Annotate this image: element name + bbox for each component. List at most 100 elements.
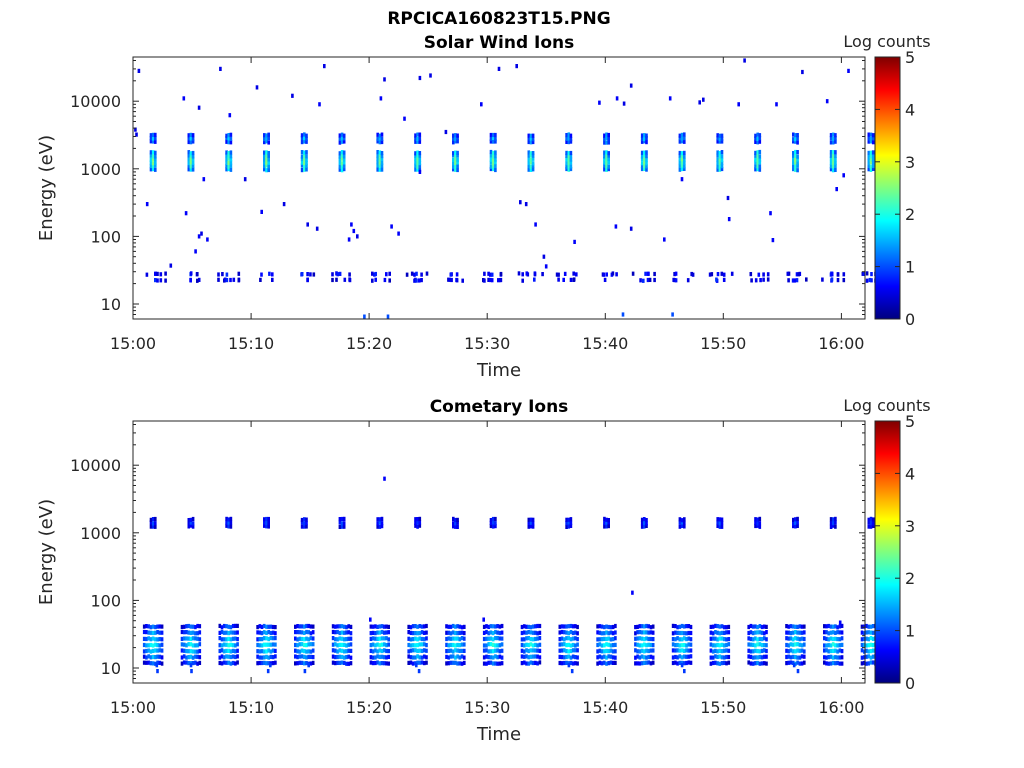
spectrogram-cell bbox=[634, 636, 637, 641]
spectrogram-cell bbox=[294, 654, 297, 659]
spectrogram-cell bbox=[860, 655, 864, 660]
spectrogram-cell bbox=[723, 660, 726, 665]
spectrogram-cell bbox=[156, 624, 159, 629]
spectrogram-cell bbox=[416, 643, 419, 648]
spectrogram-cell bbox=[720, 271, 724, 276]
spectrogram-cell bbox=[831, 655, 835, 660]
spectrogram-cell bbox=[378, 133, 382, 138]
spectrogram-cell bbox=[520, 630, 524, 636]
spectrogram-cell bbox=[456, 624, 459, 629]
spectrogram-cell bbox=[836, 660, 839, 666]
spectrogram-cell bbox=[645, 157, 648, 162]
spectrogram-cell bbox=[229, 520, 233, 525]
spectrogram-cell bbox=[683, 150, 686, 155]
spectrogram-cell bbox=[827, 649, 830, 654]
spectrogram-cell bbox=[380, 154, 384, 159]
spectrogram-cell bbox=[234, 643, 237, 648]
spectrogram-cell bbox=[407, 630, 410, 635]
spectrogram-cell bbox=[306, 278, 309, 283]
spectrogram-cell bbox=[867, 150, 871, 155]
spectrogram-cell bbox=[336, 649, 339, 654]
spectrogram-cell bbox=[756, 517, 759, 522]
spectrogram-cell bbox=[380, 139, 384, 145]
spectrogram-cell bbox=[229, 277, 232, 283]
spectrogram-cell bbox=[142, 654, 146, 659]
spectrogram-cell bbox=[827, 643, 830, 648]
spectrogram-cell bbox=[187, 161, 191, 166]
spectrogram-cell bbox=[386, 314, 390, 319]
spectrogram-cell bbox=[730, 271, 734, 276]
spectrogram-cell bbox=[638, 649, 642, 654]
spectrogram-cell bbox=[305, 655, 308, 660]
spectrogram-cell bbox=[331, 277, 334, 283]
spectrogram-cell bbox=[269, 636, 273, 641]
spectrogram-cell bbox=[643, 163, 646, 168]
spectrogram-cell bbox=[265, 661, 268, 666]
spectrogram-cell bbox=[793, 278, 796, 283]
spectrogram-cell bbox=[491, 516, 495, 522]
spectrogram-cell bbox=[567, 157, 571, 162]
spectrogram-cell bbox=[825, 624, 828, 629]
spectrogram-cell bbox=[680, 648, 684, 653]
spectrogram-cell bbox=[536, 631, 539, 636]
spectrogram-cell bbox=[378, 160, 382, 165]
spectrogram-cell bbox=[567, 140, 571, 145]
spectrogram-cell bbox=[456, 157, 459, 162]
spectrogram-cell bbox=[414, 151, 417, 156]
spectrogram-cell bbox=[571, 636, 575, 641]
spectrogram-cell bbox=[596, 624, 599, 629]
spectrogram-cell bbox=[454, 156, 457, 161]
colorbar-tick-label: 2 bbox=[905, 205, 915, 224]
spectrogram-cell bbox=[496, 643, 499, 648]
spectrogram-cell bbox=[867, 637, 870, 642]
spectrogram-cell bbox=[718, 167, 722, 172]
spectrogram-cell bbox=[405, 272, 409, 277]
spectrogram-cell bbox=[305, 517, 308, 522]
spectrogram-cell bbox=[791, 637, 795, 642]
spectrogram-cell bbox=[634, 655, 637, 660]
spectrogram-cell bbox=[376, 156, 379, 161]
spectrogram-cell bbox=[383, 642, 386, 647]
spectrogram-cell bbox=[454, 160, 457, 165]
spectrogram-cell bbox=[756, 160, 759, 165]
spectrogram-cell bbox=[749, 636, 753, 642]
spectrogram-cell bbox=[182, 654, 186, 659]
spectrogram-cell bbox=[640, 166, 644, 172]
spectrogram-cell bbox=[349, 642, 353, 647]
y-tick-label: 10000 bbox=[70, 92, 121, 111]
spectrogram-cell bbox=[527, 150, 531, 155]
spectrogram-cell bbox=[231, 636, 235, 641]
spectrogram-cell bbox=[765, 643, 768, 648]
spectrogram-cell bbox=[189, 132, 193, 137]
spectrogram-cell bbox=[151, 136, 155, 141]
spectrogram-cell bbox=[305, 524, 308, 529]
spectrogram-cell bbox=[345, 630, 348, 635]
spectrogram-cell bbox=[756, 637, 759, 642]
spectrogram-cell bbox=[683, 166, 686, 171]
spectrogram-cell bbox=[751, 642, 755, 647]
spectrogram-cell bbox=[723, 648, 726, 653]
spectrogram-cell bbox=[454, 136, 457, 142]
spectrogram-cell bbox=[149, 655, 153, 660]
spectrogram-cell bbox=[869, 524, 873, 529]
spectrogram-cell bbox=[792, 663, 796, 668]
spectrogram-cell bbox=[369, 624, 373, 629]
spectrogram-cell bbox=[609, 654, 613, 659]
spectrogram-cell bbox=[603, 150, 606, 155]
spectrogram-cell bbox=[374, 277, 377, 282]
spectrogram-cell bbox=[794, 636, 797, 641]
spectrogram-cell bbox=[340, 630, 344, 635]
spectrogram-cell bbox=[262, 655, 266, 660]
spectrogram-cell bbox=[229, 150, 233, 155]
spectrogram-cell bbox=[374, 624, 377, 629]
spectrogram-cell bbox=[763, 643, 766, 648]
spectrogram-cell bbox=[727, 654, 731, 660]
spectrogram-cell bbox=[525, 630, 528, 635]
spectrogram-cell bbox=[300, 660, 304, 665]
spectrogram-cell bbox=[527, 642, 530, 648]
colorbar bbox=[874, 420, 901, 684]
spectrogram-cell bbox=[678, 524, 682, 529]
spectrogram-cell bbox=[836, 630, 839, 635]
spectrogram-cell bbox=[834, 520, 837, 525]
spectrogram-cell bbox=[378, 624, 382, 629]
